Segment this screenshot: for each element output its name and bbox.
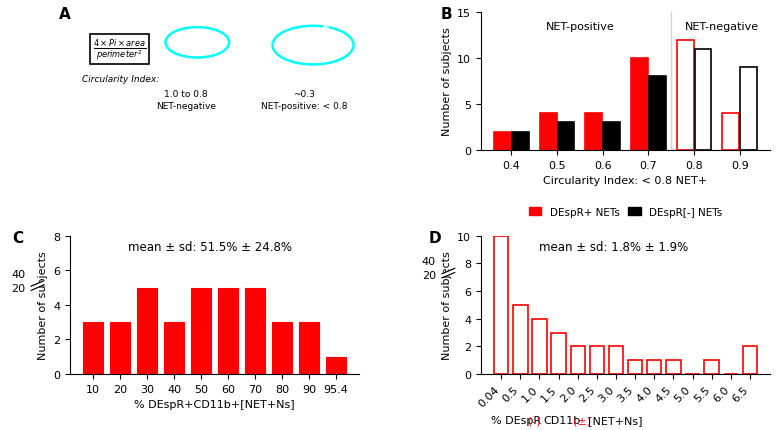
Text: NET-negative: NET-negative — [685, 22, 759, 32]
Text: (±): (±) — [573, 415, 591, 425]
Bar — [326, 357, 346, 374]
Bar — [647, 360, 661, 374]
Text: 20: 20 — [422, 270, 436, 280]
Bar — [609, 347, 623, 374]
Text: 2: 2 — [321, 20, 328, 30]
Bar — [164, 322, 184, 374]
Bar — [137, 288, 157, 374]
Bar — [743, 347, 757, 374]
Text: 40: 40 — [422, 256, 436, 266]
Bar — [83, 322, 103, 374]
Bar — [704, 360, 719, 374]
Text: [NET+Ns]: [NET+Ns] — [588, 415, 643, 425]
Bar — [590, 347, 604, 374]
Legend: DEspR+ NETs, DEspR[-] NETs: DEspR+ NETs, DEspR[-] NETs — [525, 203, 727, 221]
Text: NET-positive: < 0.8: NET-positive: < 0.8 — [261, 102, 348, 111]
Bar — [552, 333, 566, 374]
Text: Circularity Index:: Circularity Index: — [82, 74, 159, 83]
Text: ~0.3: ~0.3 — [293, 90, 315, 99]
Bar — [494, 236, 508, 374]
Text: % DEspR: % DEspR — [491, 415, 541, 425]
Y-axis label: Number of subjects: Number of subjects — [442, 28, 451, 136]
Bar — [245, 288, 265, 374]
Text: 40: 40 — [11, 270, 25, 280]
X-axis label: Circularity Index: < 0.8 NET+: Circularity Index: < 0.8 NET+ — [544, 176, 708, 186]
Bar — [218, 288, 238, 374]
Bar — [513, 305, 527, 374]
Bar — [740, 68, 757, 151]
Bar — [540, 114, 556, 151]
Bar — [512, 132, 529, 151]
Text: NET-negative: NET-negative — [156, 102, 216, 111]
Bar — [631, 59, 648, 151]
Text: 1: 1 — [194, 38, 202, 48]
Bar — [677, 40, 694, 151]
Bar — [558, 123, 574, 151]
Text: B: B — [440, 7, 452, 22]
Text: $\frac{4 \times Pi \times \mathit{area}}{perimeter^2}$: $\frac{4 \times Pi \times \mathit{area}}… — [93, 38, 146, 62]
Text: mean ± sd: 51.5% ± 24.8%: mean ± sd: 51.5% ± 24.8% — [128, 240, 292, 253]
Bar — [585, 114, 602, 151]
Bar — [649, 77, 666, 151]
Text: CD11b: CD11b — [543, 415, 580, 425]
X-axis label: % DEspR+CD11b+[NET+Ns]: % DEspR+CD11b+[NET+Ns] — [135, 399, 295, 409]
Text: C: C — [12, 231, 23, 246]
Text: (-): (-) — [528, 415, 541, 425]
Bar — [628, 360, 643, 374]
Text: 20: 20 — [11, 283, 25, 293]
Bar — [666, 360, 681, 374]
Bar — [570, 347, 585, 374]
Y-axis label: Number of subjects: Number of subjects — [442, 251, 451, 359]
Bar — [722, 114, 739, 151]
Bar — [695, 49, 711, 151]
Bar — [110, 322, 131, 374]
Bar — [191, 288, 212, 374]
Bar — [603, 123, 620, 151]
Bar — [272, 322, 293, 374]
Bar — [299, 322, 319, 374]
Text: A: A — [58, 7, 70, 22]
Bar — [494, 132, 511, 151]
Text: mean ± sd: 1.8% ± 1.9%: mean ± sd: 1.8% ± 1.9% — [538, 240, 688, 253]
Bar — [532, 319, 547, 374]
Y-axis label: Number of subjects: Number of subjects — [37, 251, 47, 359]
Text: NET-positive: NET-positive — [545, 22, 615, 32]
Text: D: D — [429, 231, 441, 246]
Text: 1.0 to 0.8: 1.0 to 0.8 — [164, 90, 208, 99]
